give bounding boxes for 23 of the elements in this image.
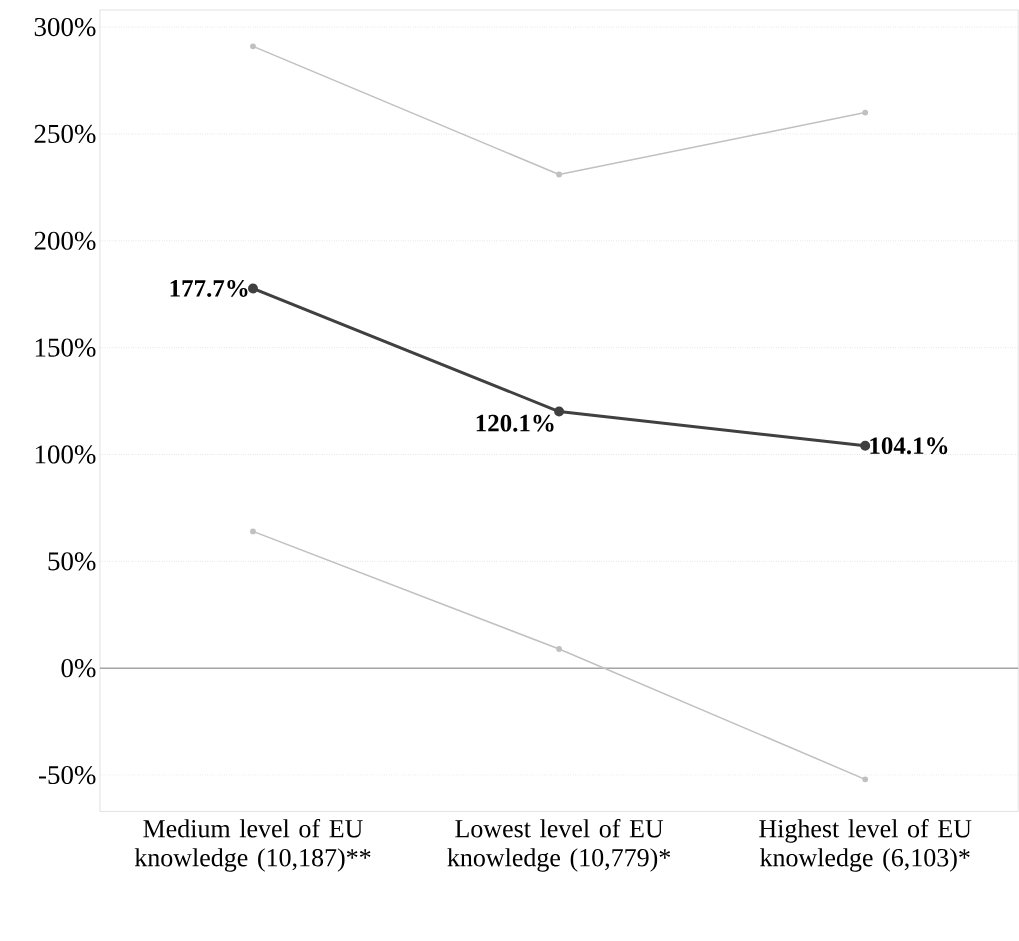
- point: [556, 171, 563, 178]
- point: [554, 406, 565, 417]
- y-tick-label: 300%: [34, 17, 96, 37]
- x-tick-label: Highest level of EU knowledge (6,103)*: [759, 818, 972, 872]
- point: [248, 283, 258, 294]
- x-tick-label: Lowest level of EU knowledge (10,779)*: [447, 818, 671, 872]
- x-tick-label: Medium level of EU knowledge (10,187)**: [134, 818, 371, 872]
- data-label: 177.7%: [170, 279, 248, 297]
- y-tick-label: 250%: [34, 124, 96, 143]
- point: [862, 776, 869, 783]
- point: [250, 43, 256, 50]
- y-tick-label: -50%: [38, 765, 96, 785]
- y-tick-label: 150%: [35, 338, 96, 357]
- data-label: 104.1%: [870, 437, 948, 455]
- point: [860, 440, 871, 451]
- data-label: 120.1%: [476, 414, 554, 432]
- point: [250, 528, 256, 535]
- y-tick-label: 0%: [61, 658, 96, 678]
- y-tick-label: 100%: [35, 445, 96, 464]
- y-tick-label: 200%: [34, 231, 96, 250]
- y-tick-label: 50%: [48, 552, 96, 571]
- point: [556, 645, 563, 652]
- point: [862, 109, 869, 116]
